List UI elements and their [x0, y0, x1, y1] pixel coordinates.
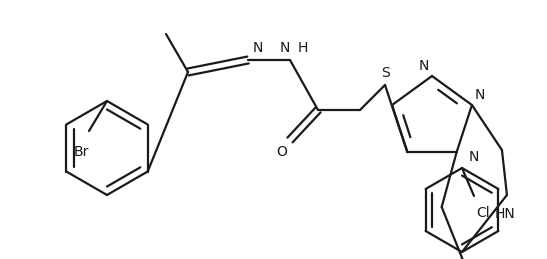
Text: HN: HN	[494, 207, 515, 221]
Text: Cl: Cl	[476, 206, 490, 220]
Text: H: H	[298, 41, 309, 55]
Text: N: N	[280, 41, 290, 55]
Text: N: N	[475, 88, 485, 102]
Text: N: N	[469, 150, 479, 164]
Text: O: O	[277, 145, 287, 159]
Text: N: N	[253, 41, 263, 55]
Text: S: S	[381, 66, 389, 80]
Text: N: N	[419, 59, 429, 73]
Text: Br: Br	[73, 145, 89, 159]
